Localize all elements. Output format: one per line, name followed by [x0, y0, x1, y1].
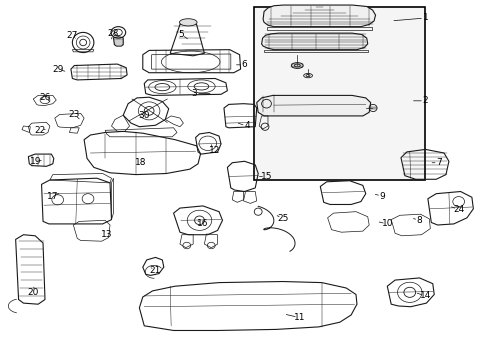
Text: 20: 20 [27, 288, 39, 297]
Text: 19: 19 [29, 157, 41, 166]
Text: 22: 22 [34, 126, 46, 135]
Text: 29: 29 [52, 65, 63, 74]
Text: 14: 14 [419, 292, 430, 300]
Text: 21: 21 [149, 266, 161, 275]
Polygon shape [263, 5, 375, 27]
Polygon shape [261, 33, 367, 50]
Text: 18: 18 [135, 158, 146, 167]
Text: 4: 4 [244, 122, 249, 130]
Text: 11: 11 [293, 313, 305, 322]
Text: 7: 7 [435, 158, 441, 167]
Text: 16: 16 [197, 219, 208, 228]
Text: 28: 28 [107, 29, 119, 37]
Text: 23: 23 [68, 110, 80, 119]
Polygon shape [256, 95, 370, 116]
Text: 15: 15 [260, 172, 272, 181]
Text: 26: 26 [39, 94, 51, 102]
Text: 30: 30 [138, 111, 150, 120]
Text: 9: 9 [379, 192, 385, 201]
Text: 3: 3 [191, 89, 197, 98]
Text: 2: 2 [422, 96, 427, 105]
Text: 8: 8 [416, 216, 422, 225]
Text: 17: 17 [47, 192, 59, 201]
Text: 25: 25 [276, 214, 288, 223]
Bar [254, 7, 425, 180]
Text: 24: 24 [452, 205, 464, 214]
Text: 27: 27 [66, 31, 78, 40]
Text: 6: 6 [241, 60, 247, 69]
Text: 1: 1 [422, 13, 427, 22]
Text: 13: 13 [101, 230, 112, 239]
Text: 5: 5 [178, 30, 183, 39]
Ellipse shape [179, 19, 197, 26]
Text: 12: 12 [208, 146, 220, 155]
Text: 10: 10 [381, 219, 392, 228]
